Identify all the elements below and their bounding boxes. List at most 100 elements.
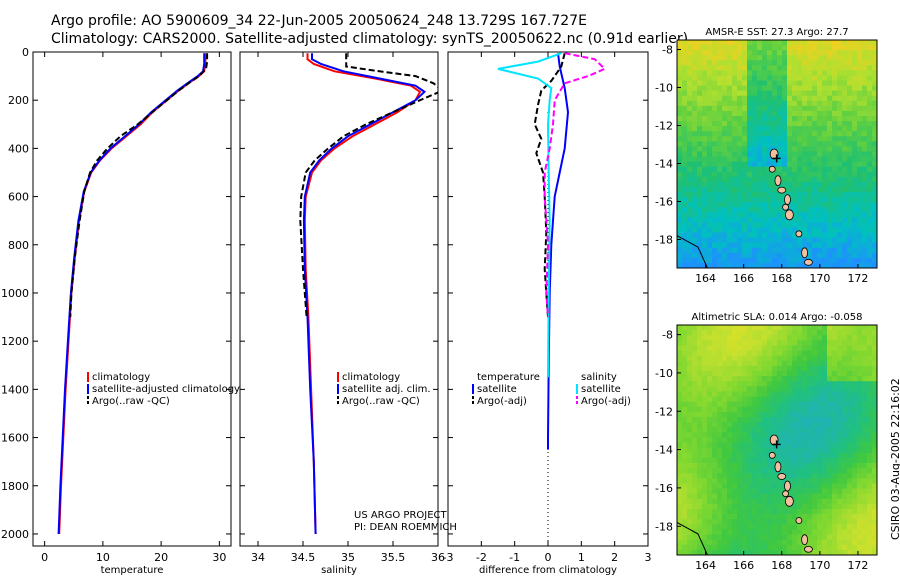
- sst_map-cell: [872, 207, 878, 213]
- sst_map-cell: [787, 131, 793, 137]
- sst_map-cell: [787, 151, 793, 157]
- sla_map-cell: [872, 457, 878, 464]
- sst_map-cell: [782, 100, 788, 107]
- sla_map-cell: [777, 422, 783, 428]
- sst_map-cell: [782, 110, 788, 117]
- sst_map-cell: [802, 212, 808, 218]
- sst_map-cell: [852, 121, 858, 127]
- sst_map-cell: [687, 242, 693, 249]
- sla_map-cell: [857, 355, 863, 362]
- sla_map-cell: [867, 376, 873, 382]
- sst_map-cell: [737, 222, 743, 228]
- sst_map-cell: [737, 202, 743, 208]
- sla_map-cell: [677, 325, 683, 331]
- sla_map-cell: [692, 514, 698, 520]
- sla_map-cell: [677, 519, 683, 525]
- sst_map-cell: [692, 161, 698, 168]
- sst_map-cell: [807, 100, 813, 107]
- sst_map-cell: [752, 45, 758, 51]
- sst_map-cell: [677, 131, 683, 137]
- sst_map-cell: [827, 105, 833, 112]
- sla_map-cell: [717, 473, 723, 479]
- sst_map-cell: [767, 126, 773, 132]
- difference-xtick-label: -2: [476, 551, 487, 564]
- sla_map-cell: [782, 503, 788, 510]
- sst_map-cell: [747, 202, 753, 208]
- sst_map-cell: [817, 100, 823, 107]
- sla_map-cell: [837, 340, 843, 346]
- sla_map-cell: [717, 417, 723, 423]
- sst_map-cell: [842, 40, 848, 46]
- sst_map-cell: [757, 232, 763, 238]
- sla_map-cell: [682, 503, 688, 510]
- temperature-ytick-label: 2000: [1, 528, 29, 541]
- sla_map-island: [795, 517, 803, 524]
- sla_map-cell: [807, 330, 813, 336]
- sla_map-cell: [787, 355, 793, 362]
- sst_map-cell: [747, 141, 753, 147]
- sst_map-cell: [682, 242, 688, 249]
- sst_map-cell: [832, 227, 838, 233]
- sla_map-cell: [722, 330, 728, 336]
- sst_map-cell: [822, 100, 828, 107]
- sla_map-cell: [732, 457, 738, 464]
- sla_map-cell: [762, 509, 768, 515]
- sst_map-cell: [712, 55, 718, 61]
- sst_map-cell: [747, 171, 753, 178]
- sst_map-cell: [727, 197, 733, 203]
- sst_map-cell: [832, 192, 838, 198]
- sst_map-cell: [767, 45, 773, 51]
- sst_map-cell: [812, 237, 818, 244]
- sla_map-cell: [787, 391, 793, 397]
- sla_map-cell: [762, 437, 768, 443]
- sst_map-cell: [827, 100, 833, 107]
- sla_map-cell: [677, 355, 683, 362]
- sla_map-cell: [827, 534, 833, 541]
- sst_map-cell: [737, 50, 743, 56]
- sst_map-cell: [697, 100, 703, 107]
- sst_map-cell: [732, 151, 738, 157]
- sla_map-cell: [862, 519, 868, 525]
- sla_map-cell: [837, 544, 843, 551]
- sst_map-cell: [847, 80, 853, 86]
- sst_map-cell: [777, 227, 783, 233]
- sla_map-cell: [837, 376, 843, 382]
- sst_map-cell: [697, 80, 703, 86]
- sst_map-cell: [827, 110, 833, 117]
- sla_map-cell: [692, 437, 698, 443]
- sla_map-cell: [702, 534, 708, 541]
- salinity-legend-entry: Argo(..raw -QC): [342, 396, 420, 407]
- sla_map-cell: [762, 355, 768, 362]
- sla_map-cell: [737, 325, 743, 331]
- sst_map-cell: [677, 247, 683, 254]
- sla_map-cell: [717, 391, 723, 397]
- sst_map-ytick-label: -8: [662, 44, 673, 57]
- sla_map-cell: [712, 391, 718, 397]
- sst_map-cell: [842, 70, 848, 76]
- sla_map-cell: [847, 529, 853, 535]
- sla_map-xtick-label: 168: [771, 559, 792, 572]
- sla_map-cell: [682, 549, 688, 556]
- sla_map-cell: [757, 478, 763, 484]
- sla_map-cell: [807, 514, 813, 520]
- sla_map-cell: [752, 498, 758, 505]
- sst_map-cell: [727, 247, 733, 254]
- sla_map-cell: [792, 432, 798, 438]
- sst_map-cell: [817, 252, 823, 259]
- sst_map-cell: [777, 75, 783, 81]
- sst_map-cell: [822, 75, 828, 81]
- sst_map-cell: [782, 247, 788, 254]
- sla_map-cell: [787, 457, 793, 464]
- sst_map-cell: [742, 85, 748, 92]
- sla_map-cell: [742, 452, 748, 459]
- sla_map-cell: [842, 524, 848, 530]
- sla_map-cell: [847, 493, 853, 500]
- sst_map-cell: [792, 197, 798, 203]
- sst_map-cell: [767, 90, 773, 97]
- sst_map-cell: [797, 141, 803, 147]
- sla_map-cell: [862, 325, 868, 331]
- sla_map-cell: [842, 365, 848, 372]
- sst_map-cell: [687, 262, 693, 269]
- sla_map-cell: [757, 442, 763, 449]
- sst_map-cell: [677, 181, 683, 188]
